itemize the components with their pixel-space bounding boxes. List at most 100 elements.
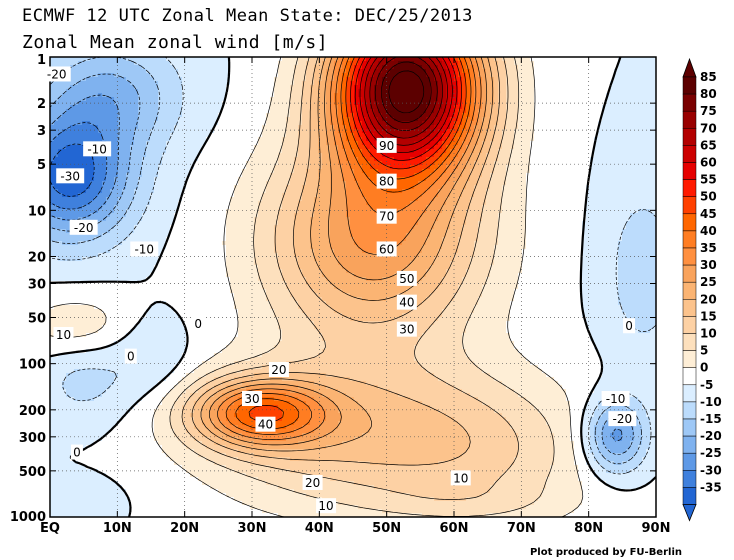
contour-line: [217, 57, 482, 440]
colorbar-label: -35: [700, 480, 722, 494]
contour-label: 20: [305, 476, 320, 490]
contour-line: [388, 70, 425, 114]
colorbar-swatch: [682, 110, 697, 129]
contour-line: [364, 57, 448, 146]
colorbar-label: 40: [700, 224, 717, 238]
contour-label-bg: [316, 498, 337, 514]
colorbar-label: -30: [700, 463, 722, 477]
colorbar-swatch: [682, 367, 697, 386]
colorbar: 8580757065605550454035302520151050-5-10-…: [682, 57, 722, 522]
colorbar-swatch: [682, 401, 697, 420]
wind-field: [50, 57, 656, 517]
contour-label: -20: [47, 67, 67, 81]
x-tick-label: 20N: [170, 521, 199, 536]
colorbar-swatch: [682, 247, 697, 266]
contour-label-bg: [601, 391, 630, 407]
contour-label-bg: [376, 137, 397, 153]
contour-label: 60: [379, 242, 394, 256]
contour-label-bg: [69, 219, 98, 235]
colorbar-swatch: [682, 162, 697, 180]
contour-label: 50: [399, 272, 414, 286]
colorbar-label: -25: [700, 446, 722, 460]
y-tick-label: 50: [28, 312, 46, 327]
contour-label-bg: [42, 66, 71, 82]
contour-label-bg: [376, 208, 397, 224]
contour-label: -10: [87, 142, 107, 156]
contour-label-bg: [268, 362, 289, 378]
contour-label-bg: [83, 141, 112, 157]
contour-label: 40: [258, 418, 273, 432]
contour-label-bg: [376, 173, 397, 189]
contour-line: [200, 57, 494, 452]
contour-label-bg: [56, 168, 85, 184]
contour-label: 80: [379, 175, 394, 189]
contour-label: 30: [399, 323, 414, 337]
contour-label-bg: [242, 391, 262, 407]
colorbar-label: 75: [700, 104, 717, 118]
colorbar-label: 65: [700, 138, 717, 152]
colorbar-swatch: [682, 350, 697, 368]
colorbar-swatch: [682, 452, 697, 471]
colorbar-label: -15: [700, 412, 722, 426]
contour-label: 0: [194, 317, 202, 331]
contour-label-bg: [130, 241, 159, 257]
colorbar-swatch: [682, 435, 697, 454]
contour-label-bg: [396, 294, 417, 310]
contour-label: 0: [73, 446, 81, 460]
contour-label: -20: [74, 221, 94, 235]
colorbar-swatch: [682, 418, 697, 437]
x-tick-label: 30N: [238, 521, 267, 536]
contour-line: [169, 57, 555, 517]
x-tick-label: 50N: [372, 521, 401, 536]
contour-label-bg: [623, 318, 636, 334]
x-tick-label: 70N: [507, 521, 536, 536]
colorbar-label: -10: [700, 395, 722, 409]
y-tick-label: 500: [19, 465, 46, 480]
contour-label-bg: [608, 411, 637, 427]
colorbar-label: 70: [700, 121, 717, 135]
contour-label-bg: [396, 321, 417, 337]
contour-label-bg: [124, 348, 137, 364]
contour-line: [380, 61, 432, 123]
colorbar-swatch: [682, 230, 697, 249]
x-tick-label: 60N: [440, 521, 469, 536]
contour-label-bg: [192, 315, 205, 331]
y-tick-label: 30: [28, 277, 46, 292]
y-tick-label: 200: [19, 404, 46, 419]
colorbar-swatch: [682, 281, 697, 300]
colorbar-swatch: [682, 333, 697, 351]
contour-label-bg: [376, 241, 397, 257]
grid-lines: [50, 57, 656, 517]
contour-label-bg: [396, 270, 417, 286]
colorbar-label: 20: [700, 292, 717, 306]
colorbar-label: 25: [700, 275, 717, 289]
contour-label: 20: [271, 363, 286, 377]
colorbar-label: 10: [700, 327, 717, 341]
chart-title: ECMWF 12 UTC Zonal Mean State: DEC/25/20…: [22, 6, 473, 26]
y-tick-label: 10: [28, 204, 46, 219]
contour-line: [369, 57, 444, 139]
contour-label: 10: [56, 328, 71, 342]
credit-text: Plot produced by FU-Berlin: [529, 547, 682, 558]
contour-line: [374, 57, 438, 132]
x-tick-label: EQ: [40, 521, 60, 536]
colorbar-label: 30: [700, 258, 717, 272]
colorbar-swatch: [682, 264, 697, 283]
contour-label: 0: [625, 319, 633, 333]
contour-label: 30: [244, 392, 259, 406]
zero-contour: [50, 57, 656, 517]
y-tick-label: 100: [19, 358, 46, 373]
contour-label: 40: [399, 296, 414, 310]
colorbar-swatch: [682, 128, 697, 146]
colorbar-label: 35: [700, 241, 717, 255]
colorbar-label: 5: [700, 344, 708, 358]
contour-label-bg: [70, 444, 83, 460]
colorbar-swatch: [682, 384, 697, 403]
chart-subtitle: Zonal Mean zonal wind [m/s]: [22, 32, 329, 53]
x-tick-label: 10N: [103, 521, 132, 536]
contour-label-bg: [450, 470, 471, 486]
colorbar-label: 55: [700, 173, 717, 187]
colorbar-swatch: [682, 316, 697, 334]
